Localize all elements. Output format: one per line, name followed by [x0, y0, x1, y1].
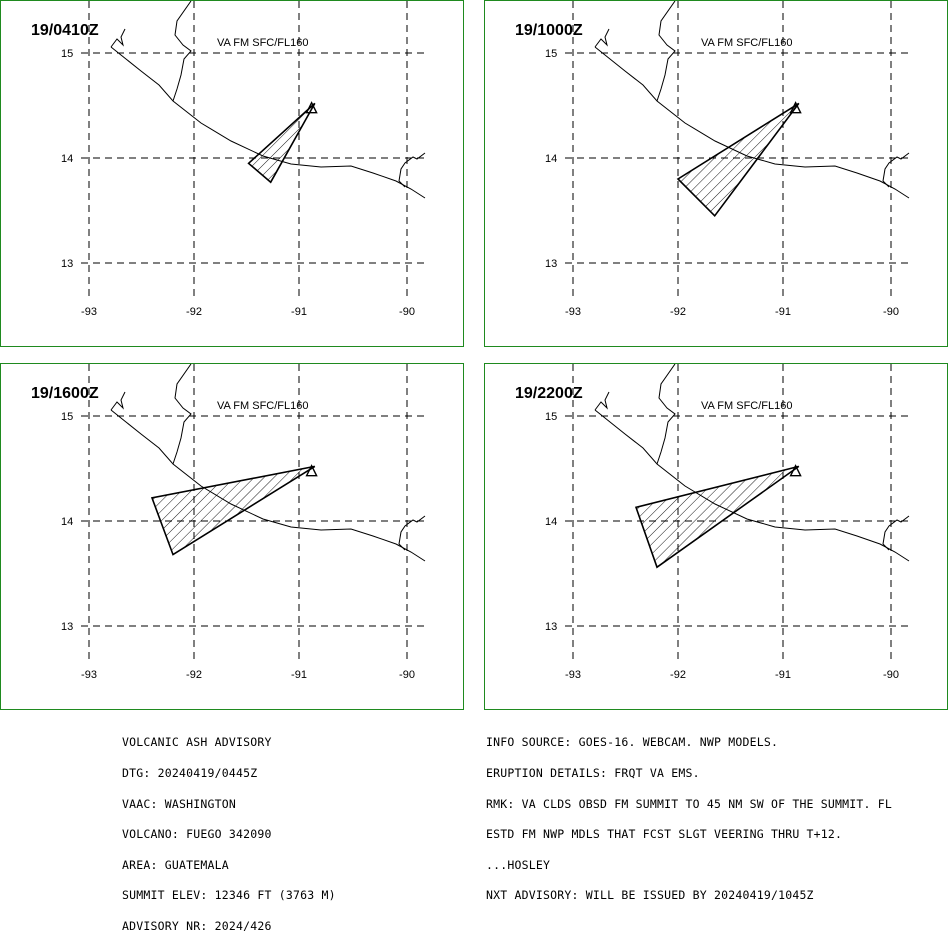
coastline [398, 152, 426, 188]
lat-tick-label: 15 [545, 48, 557, 60]
lon-tick-label: -90 [399, 306, 415, 318]
forecast-panel-2: -93 -92 -91 -90 15 14 13 19/1000Z VA FM SFC/FL16… [484, 0, 948, 347]
coastline [656, 364, 676, 465]
volcano-icon [305, 464, 318, 477]
va-level-label: VA FM SFC/FL160 [701, 37, 793, 49]
lat-tick-label: 15 [61, 48, 73, 60]
lon-tick-label: -92 [670, 669, 686, 681]
forecast-panel-3: -93 -92 -91 -90 15 14 13 19/1600Z VA FM SFC/FL16… [0, 363, 464, 710]
lat-tick-label: 13 [61, 621, 73, 633]
map-svg: -93 -92 -91 -90 15 14 13 19/1000Z VA FM SFC/FL16… [515, 1, 910, 318]
volcano-icon [305, 101, 318, 114]
advisory-info-right: INFO SOURCE: GOES-16. WEBCAM. NWP MODELS… [486, 717, 892, 911]
map-svg: -93 -92 -91 -90 15 14 13 19/0410Z VA FM SFC/FL16… [31, 1, 426, 318]
advisory-line: NXT ADVISORY: WILL BE ISSUED BY 20240419… [486, 888, 814, 903]
forecast-panel-4: -93 -92 -91 -90 15 14 13 19/2200Z VA FM SFC/FL16… [484, 363, 948, 710]
lat-tick-label: 15 [61, 411, 73, 423]
coastline [594, 28, 610, 48]
va-level-label: VA FM SFC/FL160 [217, 37, 309, 49]
lon-tick-label: -92 [186, 306, 202, 318]
lat-tick-label: 14 [545, 516, 557, 528]
lon-tick-label: -91 [291, 306, 307, 318]
advisory-info-left: VOLCANIC ASH ADVISORY DTG: 20240419/0445… [122, 717, 336, 941]
coastline [110, 409, 426, 562]
ash-plume-polygon [676, 102, 800, 218]
map-svg: -93 -92 -91 -90 15 14 13 19/2200Z VA FM SFC/FL16… [515, 364, 910, 681]
lon-tick-label: -93 [565, 306, 581, 318]
advisory-line: ...HOSLEY [486, 857, 551, 872]
ash-plume-polygon [150, 465, 316, 556]
advisory-line: ESTD FM NWP MDLS THAT FCST SLGT VEERING … [486, 827, 843, 842]
advisory-line: SUMMIT ELEV: 12346 FT (3763 M) [122, 888, 336, 903]
lon-tick-label: -93 [565, 669, 581, 681]
va-level-label: VA FM SFC/FL160 [701, 400, 793, 412]
advisory-line: INFO SOURCE: GOES-16. WEBCAM. NWP MODELS… [486, 735, 779, 750]
lon-tick-label: -92 [670, 306, 686, 318]
lat-tick-label: 14 [61, 153, 73, 165]
ash-plume-polygon [634, 465, 800, 569]
coastline [172, 364, 192, 465]
ash-plume-polygon [247, 102, 316, 184]
advisory-line: VOLCANO: FUEGO 342090 [122, 827, 272, 842]
lon-tick-label: -93 [81, 306, 97, 318]
lon-tick-label: -91 [291, 669, 307, 681]
lon-tick-label: -90 [883, 669, 899, 681]
coastline [882, 152, 910, 188]
forecast-panel-1: -93 -92 -91 -90 15 14 13 19/0410Z VA FM SFC/FL16… [0, 0, 464, 347]
advisory-line: ERUPTION DETAILS: FRQT VA EMS. [486, 766, 700, 780]
lat-tick-label: 13 [545, 621, 557, 633]
va-level-label: VA FM SFC/FL160 [217, 400, 309, 412]
advisory-line: RMK: VA CLDS OBSD FM SUMMIT TO 45 NM SW … [486, 796, 893, 811]
lon-tick-label: -92 [186, 669, 202, 681]
lon-tick-label: -90 [883, 306, 899, 318]
advisory-line: AREA: GUATEMALA [122, 857, 229, 872]
advisory-line: VAAC: WASHINGTON [122, 796, 236, 811]
advisory-line: ADVISORY NR: 2024/426 [122, 918, 272, 933]
forecast-time-label: 19/2200Z [515, 385, 583, 402]
coastline [594, 409, 910, 562]
forecast-time-label: 19/1600Z [31, 385, 99, 402]
forecast-time-label: 19/1000Z [515, 22, 583, 39]
lat-tick-label: 14 [61, 516, 73, 528]
lon-tick-label: -91 [775, 669, 791, 681]
map-svg: -93 -92 -91 -90 15 14 13 19/1600Z VA FM SFC/FL16… [31, 364, 426, 681]
lon-tick-label: -90 [399, 669, 415, 681]
advisory-line: DTG: 20240419/0445Z [122, 766, 258, 780]
lat-tick-label: 14 [545, 153, 557, 165]
coastline [656, 1, 676, 102]
coastline [882, 515, 910, 551]
coastline [110, 391, 126, 411]
lon-tick-label: -91 [775, 306, 791, 318]
lat-tick-label: 13 [61, 258, 73, 270]
coastline [594, 46, 910, 199]
volcano-icon [789, 101, 802, 114]
lat-tick-label: 15 [545, 411, 557, 423]
coastline [594, 391, 610, 411]
coastline [110, 28, 126, 48]
volcano-icon [789, 464, 802, 477]
coastline [172, 1, 192, 102]
advisory-line: VOLCANIC ASH ADVISORY [122, 735, 272, 750]
lat-tick-label: 13 [545, 258, 557, 270]
coastline [398, 515, 426, 551]
forecast-time-label: 19/0410Z [31, 22, 99, 39]
lon-tick-label: -93 [81, 669, 97, 681]
